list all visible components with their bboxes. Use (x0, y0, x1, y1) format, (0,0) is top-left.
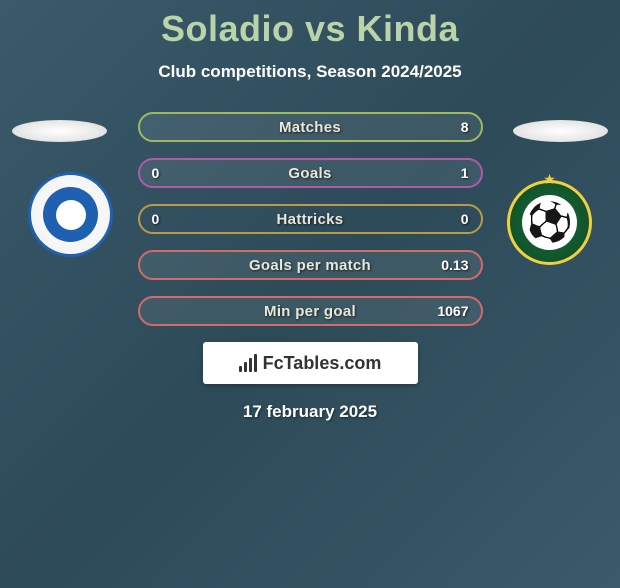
stat-row: Min per goal 1067 (138, 296, 483, 326)
fctables-logo[interactable]: FcTables.com (203, 342, 418, 384)
player-right-photo-placeholder (513, 120, 608, 142)
stat-value-right: 0.13 (441, 257, 468, 273)
stat-label: Goals per match (249, 257, 371, 274)
logo-bar (249, 358, 252, 372)
badge-left-inner (43, 187, 98, 242)
stat-value-left: 0 (152, 165, 160, 181)
logo-bar (239, 366, 242, 372)
page-title: Soladio vs Kinda (0, 8, 620, 50)
date-label: 17 february 2025 (0, 402, 620, 422)
stat-label: Hattricks (277, 211, 344, 228)
stat-value-right: 8 (461, 119, 469, 135)
stat-value-right: 1 (461, 165, 469, 181)
comparison-area: ★ Matches 8 0 Goals 1 0 Hattricks 0 Goals per ma… (0, 112, 620, 422)
bar-chart-icon (239, 354, 257, 372)
stat-value-right: 1067 (437, 303, 468, 319)
badge-right-inner (522, 195, 577, 250)
subtitle: Club competitions, Season 2024/2025 (0, 62, 620, 82)
soccer-ball-icon (56, 200, 86, 230)
stat-row: 0 Goals 1 (138, 158, 483, 188)
club-badge-left (28, 172, 113, 257)
logo-text: FcTables.com (263, 353, 382, 374)
stat-row: Matches 8 (138, 112, 483, 142)
star-icon: ★ (543, 171, 556, 188)
stat-value-right: 0 (461, 211, 469, 227)
stat-rows: Matches 8 0 Goals 1 0 Hattricks 0 Goals per matc… (138, 112, 483, 326)
logo-bar (254, 354, 257, 372)
club-badge-right: ★ (507, 180, 592, 265)
player-left-photo-placeholder (12, 120, 107, 142)
stat-row: Goals per match 0.13 (138, 250, 483, 280)
stat-row: 0 Hattricks 0 (138, 204, 483, 234)
stat-label: Min per goal (264, 303, 356, 320)
stat-value-left: 0 (152, 211, 160, 227)
stat-label: Matches (279, 119, 341, 136)
logo-bar (244, 362, 247, 372)
stat-label: Goals (288, 165, 331, 182)
